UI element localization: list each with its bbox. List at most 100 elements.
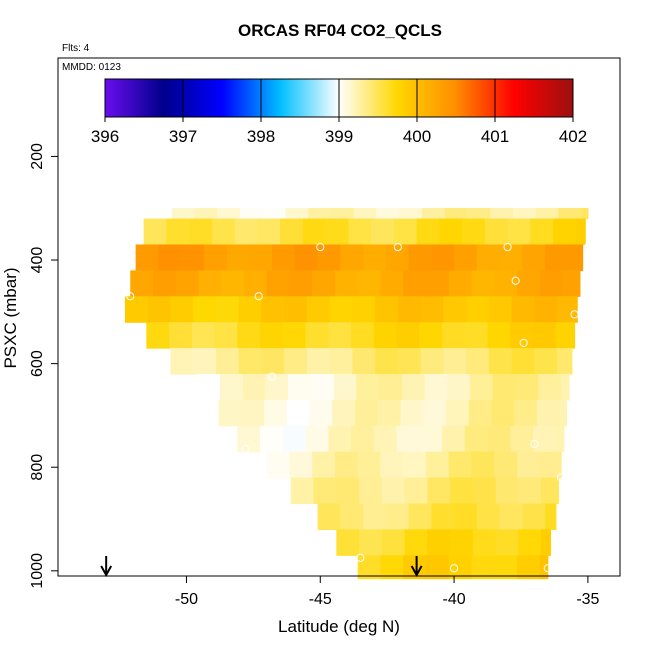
- heatmap-cell: [158, 244, 182, 271]
- y-tick-label: 1000: [29, 553, 46, 589]
- heatmap-cell: [329, 348, 353, 375]
- x-tick-label: -40: [443, 591, 466, 608]
- heatmap-cell: [181, 244, 205, 271]
- heatmap-cell: [427, 477, 451, 505]
- x-axis: -50 -45 -40 -35: [175, 576, 600, 608]
- heatmap-cell: [336, 477, 360, 505]
- date-label: MMDD: 0123: [62, 62, 121, 73]
- y-axis: 200 400 600 800 1000: [29, 143, 58, 589]
- heatmap-cell: [553, 218, 577, 246]
- heatmap-cell: [313, 477, 337, 505]
- heatmap-cell: [166, 218, 190, 246]
- heatmap-cell: [400, 399, 424, 427]
- colorbar-tick-label: 402: [559, 127, 587, 146]
- heatmap-cell: [306, 296, 331, 323]
- heatmap-cell: [404, 477, 428, 505]
- heatmap-cell: [431, 503, 455, 530]
- heatmap-cell: [491, 399, 515, 427]
- heatmap-cell: [557, 348, 573, 375]
- heatmap-cell: [234, 218, 258, 246]
- heatmap-cell: [302, 218, 327, 246]
- heatmap-cell: [557, 296, 578, 323]
- heatmap-cell: [425, 270, 450, 297]
- heatmap-cell: [495, 529, 519, 556]
- heatmap-cell: [355, 399, 379, 427]
- heatmap-cell: [334, 270, 359, 297]
- heatmap-cell: [356, 373, 380, 401]
- heatmap-cell: [265, 373, 289, 401]
- heatmap-cell: [446, 399, 470, 427]
- y-tick-label: 200: [29, 143, 46, 170]
- heatmap-cell: [403, 451, 427, 479]
- heatmap-cell: [450, 477, 474, 505]
- sample-point: [530, 439, 539, 449]
- heatmap-cell: [488, 296, 513, 323]
- heatmap-cell: [464, 425, 489, 453]
- heatmap-cell: [226, 244, 250, 271]
- sample-point: [356, 553, 365, 562]
- heatmap-cell: [471, 555, 495, 580]
- arrow-markers: [100, 556, 423, 578]
- heatmap-cell: [408, 244, 432, 271]
- heatmap-cell: [260, 425, 284, 453]
- heatmap-cell: [380, 451, 404, 479]
- sample-point: [449, 564, 459, 573]
- heatmap-cell: [381, 477, 406, 505]
- heatmap-cell: [522, 244, 546, 271]
- heatmap-cell: [294, 244, 319, 271]
- heatmap-cell: [534, 348, 558, 375]
- heatmap-cell: [403, 555, 427, 580]
- heatmap-cell: [215, 296, 240, 323]
- heatmap-cell: [377, 399, 402, 427]
- heatmap-cell: [280, 218, 304, 246]
- heatmap-cell: [511, 348, 535, 375]
- heatmap-cell: [450, 529, 474, 556]
- heatmap-cell: [420, 296, 444, 323]
- heatmap-cell: [397, 296, 422, 323]
- x-tick-label: -50: [175, 591, 198, 608]
- heatmap-cell: [375, 348, 399, 375]
- heatmap-cell: [515, 373, 539, 401]
- colorbar-tick-label: 400: [403, 127, 431, 146]
- heatmap-cell: [423, 399, 447, 427]
- heatmap-cell: [357, 451, 382, 479]
- heatmap-cell: [561, 373, 570, 401]
- y-tick-label: 800: [29, 454, 46, 481]
- heatmap-cell: [282, 322, 307, 349]
- heatmap-cell: [282, 425, 307, 453]
- heatmap-cell: [241, 399, 265, 427]
- heatmap-cell: [363, 503, 387, 530]
- heatmap-cell: [261, 296, 285, 323]
- heatmap-cell: [214, 322, 238, 349]
- heatmap-cell: [312, 451, 336, 479]
- sample-point: [543, 564, 552, 573]
- heatmap-cell: [416, 218, 440, 246]
- heatmap-cell: [193, 296, 217, 323]
- sample-point: [126, 292, 135, 301]
- heatmap-cell: [401, 373, 426, 401]
- sample-point: [570, 310, 579, 319]
- heatmap-cell: [533, 322, 557, 349]
- heatmap-cell: [539, 451, 562, 479]
- heatmap-cell: [472, 477, 497, 505]
- heatmap-cell: [448, 451, 473, 479]
- heatmap-cell: [189, 218, 213, 246]
- heatmap-cell: [371, 218, 395, 246]
- sample-point: [511, 276, 520, 285]
- heatmap-cell: [396, 322, 420, 349]
- heatmap-cell: [396, 425, 420, 453]
- heatmap-cell: [336, 529, 360, 556]
- colorbar-ticks: 396 397 398 399 400 401 402: [91, 79, 587, 146]
- heatmap-cell: [357, 270, 382, 297]
- heatmap-cell: [476, 244, 501, 271]
- heatmap-cell: [545, 244, 569, 271]
- heatmap-cell: [237, 322, 261, 349]
- colorbar-tick-label: 397: [169, 127, 197, 146]
- plot-frame: [57, 57, 621, 577]
- heatmap-cell: [261, 348, 285, 375]
- heatmap-cell: [545, 503, 557, 530]
- heatmap-cell: [516, 451, 541, 479]
- heatmap-cell: [286, 399, 311, 427]
- heatmap-cell: [447, 373, 471, 401]
- heatmap-cell: [442, 425, 466, 453]
